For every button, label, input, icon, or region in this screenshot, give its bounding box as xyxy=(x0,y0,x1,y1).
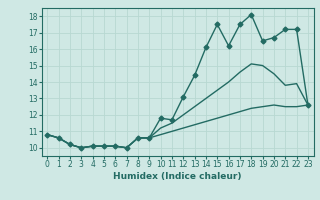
X-axis label: Humidex (Indice chaleur): Humidex (Indice chaleur) xyxy=(113,172,242,181)
